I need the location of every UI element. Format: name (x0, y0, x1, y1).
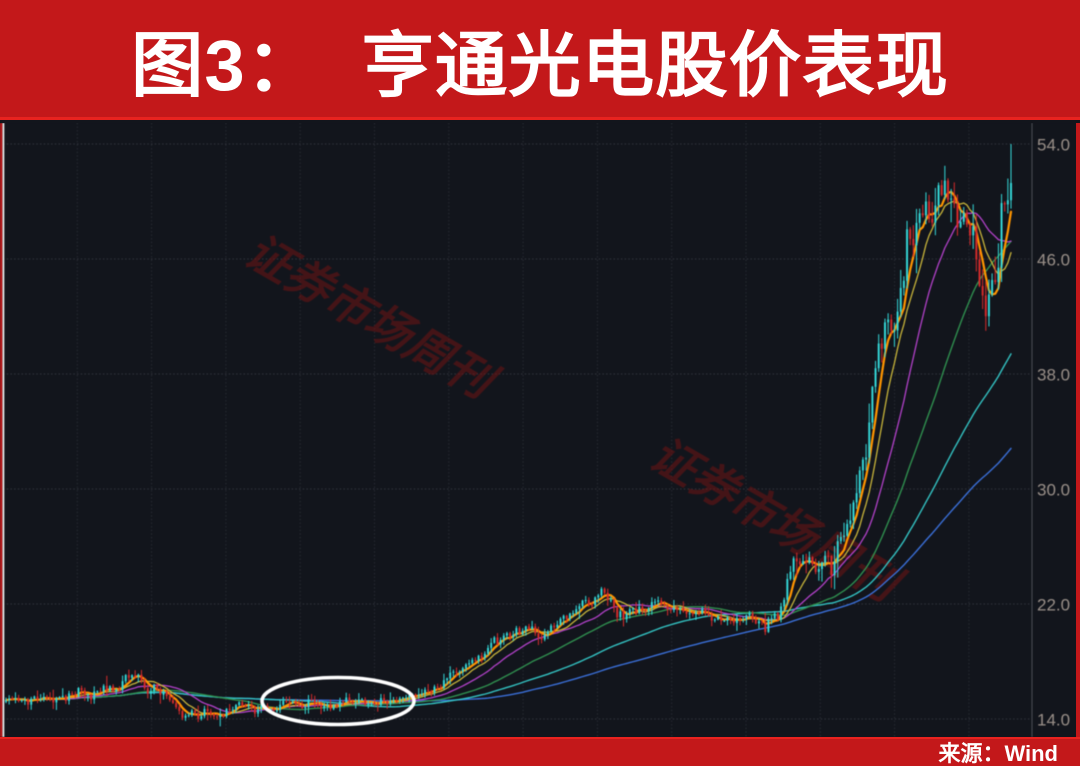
svg-text:38.0: 38.0 (1037, 366, 1070, 385)
svg-text:54.0: 54.0 (1037, 136, 1070, 155)
svg-text:46.0: 46.0 (1037, 251, 1070, 270)
svg-text:30.0: 30.0 (1037, 481, 1070, 500)
svg-text:22.0: 22.0 (1037, 596, 1070, 615)
svg-text:14.0: 14.0 (1037, 711, 1070, 730)
